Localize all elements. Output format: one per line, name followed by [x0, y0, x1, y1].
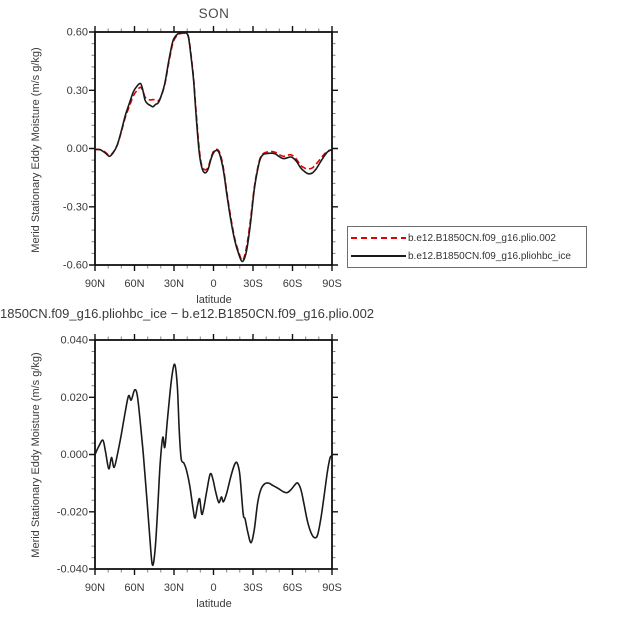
plot-frame [94, 31, 333, 266]
y-tick-label: 0.30 [67, 85, 88, 97]
x-tick-label: 30S [243, 582, 263, 594]
series-line-0 [94, 363, 333, 567]
bottom-chart-y-axis-label: Merid Stationary Eddy Moisture (m/s g/kg… [30, 352, 42, 558]
axis-major-ticks [89, 334, 338, 575]
bottom-chart-x-axis-label: latitude [196, 598, 232, 610]
legend-item-plio-002: b.e12.B1850CN.f09_g16.plio.002 [351, 229, 586, 247]
legend: b.e12.B1850CN.f09_g16.plio.002 b.e12.B18… [347, 226, 587, 268]
x-tick-label: 0 [210, 278, 216, 290]
x-tick-label: 90S [322, 278, 342, 290]
y-tick-label: -0.020 [57, 506, 88, 518]
legend-label: b.e12.B1850CN.f09_g16.pliohbc_ice [408, 250, 571, 262]
axis-major-ticks [89, 26, 338, 271]
x-tick-label: 30N [164, 278, 184, 290]
y-tick-label: 0.040 [60, 335, 88, 347]
y-tick-label: 0.00 [67, 143, 88, 155]
x-tick-label: 90S [322, 582, 342, 594]
bottom-chart-title: 1850CN.f09_g16.pliohbc_ice − b.e12.B1850… [0, 306, 375, 321]
legend-line-black-solid-icon [351, 255, 406, 257]
x-tick-label: 90N [85, 278, 105, 290]
legend-item-pliohbc-ice: b.e12.B1850CN.f09_g16.pliohbc_ice [351, 247, 586, 265]
y-tick-label: -0.60 [63, 260, 88, 272]
top-chart-x-axis-label: latitude [196, 294, 232, 306]
top-chart: 0.60 0.30 0.00 -0.30 -0.60 90N 60N 30N 0 30S 60S 90… [63, 26, 342, 290]
plot-frame [94, 339, 333, 570]
y-tick-label: 0.60 [67, 27, 88, 39]
y-tick-label: -0.040 [57, 564, 88, 576]
x-tick-label: 30N [164, 582, 184, 594]
x-tick-label: 90N [85, 582, 105, 594]
x-tick-label: 60N [124, 278, 144, 290]
x-tick-label: 30S [243, 278, 263, 290]
x-tick-label: 60S [283, 582, 303, 594]
axis-minor-ticks [91, 336, 336, 573]
x-tick-label: 0 [210, 582, 216, 594]
bottom-chart: 0.040 0.020 0.000 -0.020 -0.040 90N 60N 30N 0 30S… [57, 334, 342, 594]
series-line-0 [94, 32, 333, 262]
x-tick-label: 60S [283, 278, 303, 290]
top-chart-y-axis-label: Merid Stationary Eddy Moisture (m/s g/kg… [30, 47, 42, 253]
legend-line-red-dashed-icon [351, 237, 406, 239]
y-tick-label: -0.30 [63, 201, 88, 213]
top-chart-title: SON [198, 6, 230, 21]
axis-minor-ticks [91, 28, 336, 269]
y-tick-label: 0.000 [60, 449, 88, 461]
series-line-1 [94, 31, 333, 263]
x-tick-label: 60N [124, 582, 144, 594]
legend-label: b.e12.B1850CN.f09_g16.plio.002 [408, 232, 556, 244]
y-tick-label: 0.020 [60, 392, 88, 404]
